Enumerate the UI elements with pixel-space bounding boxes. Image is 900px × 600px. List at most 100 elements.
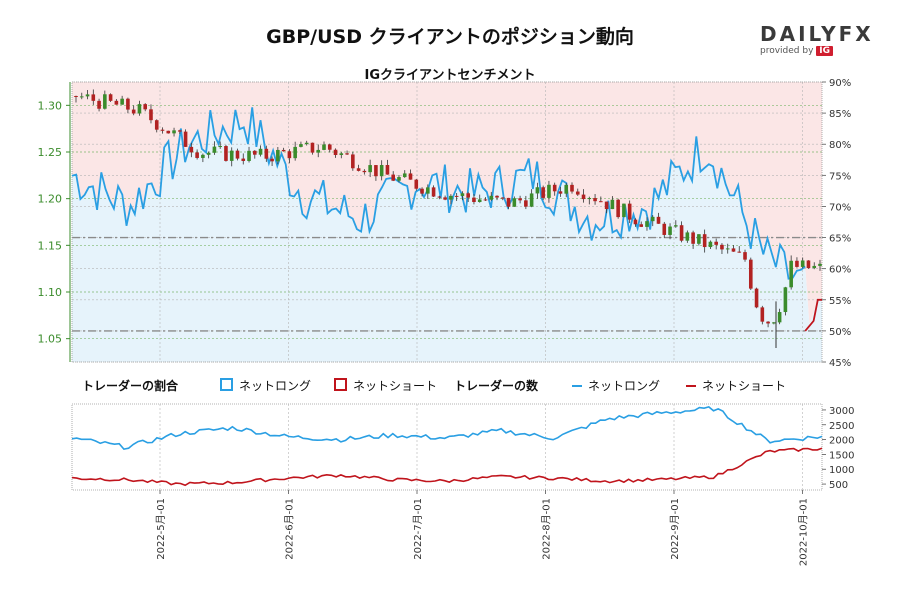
candle-body — [714, 241, 718, 245]
candle-body — [264, 148, 269, 159]
net-short-count-line — [71, 447, 823, 487]
long-area-fill — [72, 107, 822, 362]
price-tick-label: 1.30 — [38, 99, 63, 112]
candle-body — [483, 199, 488, 201]
candle-body — [391, 174, 396, 181]
candle-body — [270, 158, 274, 162]
candle-body — [466, 193, 470, 198]
logo-tagline-text: provided by — [760, 46, 814, 56]
candle-body — [783, 287, 788, 313]
candle-body — [599, 201, 603, 203]
candle-body — [691, 232, 695, 244]
candle-body — [149, 109, 153, 121]
short-area-fill — [72, 82, 822, 325]
candle-body — [645, 221, 649, 227]
candle-body — [431, 187, 436, 197]
candle-body — [79, 96, 84, 98]
count-tick-label: 2000 — [829, 436, 854, 447]
candle-body — [368, 165, 372, 173]
candle-body — [74, 96, 78, 98]
candle-body — [229, 150, 234, 161]
candle-body — [281, 149, 286, 152]
candle-body — [131, 109, 136, 114]
candle-body — [143, 104, 148, 110]
legend-ratio-long: ネットロング — [220, 377, 311, 394]
candle-body — [489, 195, 494, 200]
candle-body — [449, 195, 453, 200]
sentiment-tick-label: 75% — [829, 171, 851, 182]
counts-frame — [71, 403, 823, 491]
candle-body — [454, 195, 459, 197]
logo-tagline: provided by IG — [760, 46, 870, 56]
candle-body — [397, 177, 401, 181]
price-tick-label: 1.10 — [38, 286, 63, 299]
candle-body — [662, 223, 667, 235]
chart-title: GBP/USD クライアントのポジション動向 — [266, 26, 634, 48]
date-tick-label: 2022-5月-01 — [155, 498, 167, 560]
candle-body — [426, 187, 430, 194]
candle-body — [247, 150, 251, 161]
sentiment-tick-label: 60% — [829, 265, 851, 276]
candle-body — [408, 173, 413, 180]
candle-body — [437, 196, 442, 198]
price-tick-label: 1.05 — [38, 333, 63, 346]
candle-body — [477, 199, 482, 203]
logo-brand: DAILYFX — [760, 22, 874, 46]
candle-body — [235, 150, 240, 159]
candle-body — [529, 193, 534, 207]
legend-count-title: トレーダーの数 — [454, 379, 539, 393]
candle-body — [126, 98, 130, 110]
candle-body — [443, 197, 447, 200]
candle-body — [172, 130, 176, 134]
candle-body — [754, 288, 759, 308]
candle-body — [108, 94, 113, 101]
candle-body — [276, 149, 280, 162]
candle-body — [91, 94, 96, 101]
sentiment-tick-label: 45% — [829, 358, 851, 369]
long-box-swatch — [220, 378, 233, 391]
sentiment-tick-label: 65% — [829, 234, 851, 245]
net-long-count-line — [71, 406, 823, 450]
candle-body — [731, 248, 736, 252]
sentiment-tick-label: 70% — [829, 202, 851, 213]
short-line-swatch — [686, 385, 696, 387]
candle-body — [743, 252, 747, 260]
candle-body — [97, 100, 101, 109]
sentiment-tick-label: 85% — [829, 109, 851, 120]
candle-body — [120, 98, 124, 105]
ig-badge: IG — [816, 46, 834, 56]
candle-body — [206, 152, 211, 155]
candle-body — [160, 129, 165, 131]
candle-body — [564, 184, 569, 194]
candle-body — [587, 198, 592, 200]
candle-body — [535, 187, 540, 194]
price-tick-label: 1.25 — [38, 146, 63, 159]
candle-body — [166, 130, 171, 134]
candle-body — [622, 203, 626, 218]
candle-body — [552, 184, 557, 192]
legend-count-short: ネットショート — [686, 377, 786, 394]
candle-body — [351, 154, 355, 169]
dailyfx-logo[interactable]: DAILYFX provided by IG — [760, 22, 874, 56]
candle-body — [720, 244, 724, 250]
candle-body — [178, 130, 182, 132]
count-tick-label: 1500 — [829, 450, 854, 461]
candle-body — [737, 251, 742, 253]
candle-body — [322, 144, 326, 150]
short-box-swatch — [334, 378, 347, 391]
sentiment-tick-label: 55% — [829, 296, 851, 307]
candle-body — [668, 226, 672, 235]
candle-body — [218, 146, 222, 148]
candle-body — [356, 168, 361, 171]
candle-body — [795, 260, 799, 267]
date-tick-label: 2022-7月-01 — [412, 498, 424, 560]
candle-body — [760, 307, 765, 322]
candle-body — [258, 148, 263, 155]
candle-body — [333, 149, 338, 155]
legend-ratio-short: ネットショート — [334, 377, 437, 394]
candle-body — [310, 142, 315, 153]
candle-body — [241, 158, 246, 161]
candle-body — [137, 104, 142, 114]
candle-body — [748, 259, 753, 289]
count-tick-label: 2500 — [829, 421, 854, 432]
